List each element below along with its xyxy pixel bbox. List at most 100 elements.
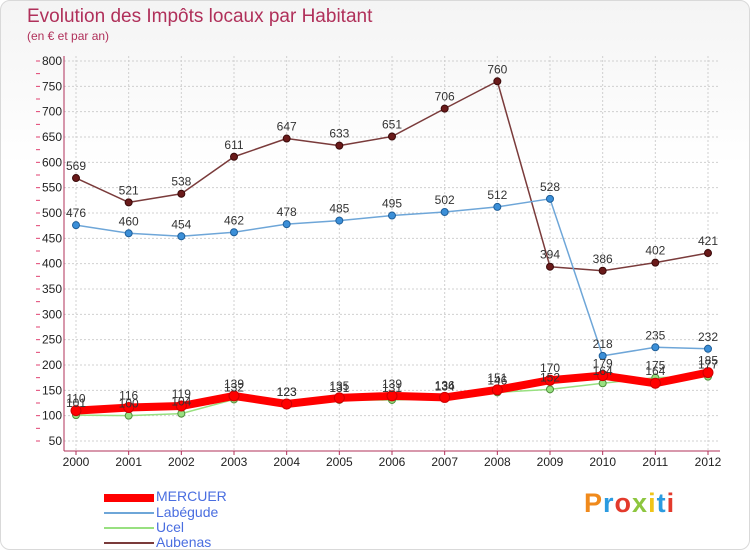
data-label-aubenas-2007: 706 (435, 90, 455, 104)
data-point-ucel-2009 (546, 385, 554, 394)
legend-label-aubenas: Aubenas (156, 534, 212, 550)
x-tick-label-2006: 2006 (379, 455, 406, 469)
data-label-mercuer-2006: 139 (382, 377, 402, 391)
data-label-labegude-2000: 476 (66, 206, 86, 220)
data-point-mercuer-2012 (702, 367, 714, 379)
data-label-mercuer-2002: 119 (172, 387, 191, 401)
data-label-mercuer-2010: 179 (593, 357, 613, 371)
y-tick-label-250: 250 (42, 333, 62, 347)
data-label-labegude-2009: 528 (540, 180, 560, 194)
data-point-mercuer-2006 (386, 390, 398, 402)
data-label-aubenas-2009: 394 (540, 248, 560, 262)
legend-swatch-aubenas (104, 542, 154, 544)
logo-letter: t (656, 488, 667, 518)
data-point-aubenas-2010 (598, 266, 607, 275)
data-label-mercuer-2003: 139 (224, 377, 244, 391)
data-label-mercuer-2011: 164 (645, 364, 665, 378)
y-tick-label-350: 350 (42, 282, 62, 296)
data-point-labegude-2009 (546, 194, 554, 203)
data-point-aubenas-2006 (388, 132, 396, 141)
y-tick-label-100: 100 (42, 409, 62, 423)
data-label-labegude-2011: 235 (645, 328, 665, 342)
legend-swatch-ucel (104, 527, 154, 529)
y-tick-label-600: 600 (42, 155, 62, 169)
data-label-aubenas-2000: 569 (66, 159, 86, 173)
y-tick-label-50: 50 (49, 434, 63, 448)
legend-label-mercuer: MERCUER (156, 488, 227, 504)
data-point-aubenas-2005 (335, 141, 344, 150)
data-label-labegude-2004: 478 (277, 205, 297, 219)
data-label-ucel-2007: 134 (435, 379, 455, 393)
data-point-aubenas-2007 (440, 104, 449, 113)
legend-swatch-labegude (104, 512, 154, 514)
data-label-ucel-2008: 146 (487, 373, 507, 387)
data-point-labegude-2007 (440, 207, 449, 216)
x-tick-label-2012: 2012 (695, 455, 722, 469)
data-point-labegude-2004 (282, 220, 291, 229)
y-tick-label-400: 400 (42, 257, 62, 271)
data-label-labegude-2005: 485 (329, 202, 349, 216)
data-point-mercuer-2002 (175, 400, 187, 412)
x-tick-label-2007: 2007 (431, 455, 458, 469)
data-point-aubenas-2011 (651, 258, 660, 267)
data-point-labegude-2008 (493, 202, 502, 211)
data-label-ucel-2005: 131 (329, 381, 349, 395)
data-label-aubenas-2006: 651 (382, 117, 402, 131)
data-point-mercuer-2007 (439, 391, 451, 403)
y-tick-label-500: 500 (42, 206, 62, 220)
logo-letter: i (666, 488, 676, 518)
data-point-aubenas-2008 (493, 77, 502, 86)
x-tick-label-2003: 2003 (221, 455, 248, 469)
data-point-mercuer-2005 (333, 392, 345, 404)
data-point-aubenas-2004 (282, 134, 291, 143)
y-tick-label-450: 450 (42, 231, 62, 245)
x-tick-label-2008: 2008 (484, 455, 511, 469)
data-label-ucel-2009: 152 (540, 370, 560, 384)
data-point-aubenas-2012 (704, 249, 712, 258)
x-tick-label-2010: 2010 (589, 455, 616, 469)
data-label-mercuer-2008: 151 (487, 371, 507, 385)
y-tick-label-700: 700 (42, 105, 62, 119)
chart-subtitle: (en € et par an) (27, 29, 110, 43)
data-label-labegude-2010: 218 (593, 337, 613, 351)
logo-letter: i (648, 488, 657, 518)
data-label-aubenas-2003: 611 (224, 138, 243, 152)
y-tick-label-550: 550 (42, 181, 62, 195)
x-tick-label-2005: 2005 (326, 455, 353, 469)
proxiti-logo[interactable]: Proxiti (584, 488, 675, 519)
data-label-labegude-2006: 495 (382, 197, 402, 211)
data-point-mercuer-2003 (228, 390, 240, 402)
data-label-mercuer-2000: 110 (66, 392, 85, 406)
data-point-labegude-2006 (388, 211, 396, 220)
data-point-labegude-2005 (335, 216, 344, 225)
data-point-labegude-2010 (598, 351, 607, 360)
data-label-labegude-2012: 232 (698, 330, 718, 344)
data-label-aubenas-2004: 647 (277, 120, 297, 134)
data-point-mercuer-2004 (281, 398, 293, 410)
data-label-mercuer-2012: 185 (698, 354, 718, 368)
data-label-labegude-2001: 460 (119, 214, 139, 228)
y-tick-label-800: 800 (42, 54, 62, 68)
data-point-aubenas-2002 (177, 189, 186, 198)
logo-letter: x (632, 488, 649, 518)
data-label-labegude-2002: 454 (171, 217, 191, 231)
data-point-mercuer-2009 (544, 374, 556, 386)
data-label-ucel-2011: 175 (645, 359, 665, 373)
data-point-aubenas-2001 (124, 198, 133, 207)
data-point-mercuer-2000 (70, 405, 82, 417)
data-label-aubenas-2005: 633 (329, 127, 349, 141)
data-label-ucel-2006: 131 (382, 381, 402, 395)
data-label-aubenas-2010: 386 (593, 252, 613, 266)
y-tick-label-750: 750 (42, 79, 62, 93)
data-point-mercuer-2010 (597, 370, 609, 382)
x-tick-label-2011: 2011 (642, 455, 668, 469)
data-label-aubenas-2012: 421 (698, 234, 718, 248)
data-label-ucel-2004: 123 (277, 385, 297, 399)
data-point-aubenas-2000 (72, 174, 80, 183)
data-label-labegude-2003: 462 (224, 213, 244, 227)
data-label-mercuer-2004: 123 (277, 385, 297, 399)
data-label-mercuer-2009: 170 (540, 361, 560, 375)
logo-letter: P (584, 488, 604, 518)
